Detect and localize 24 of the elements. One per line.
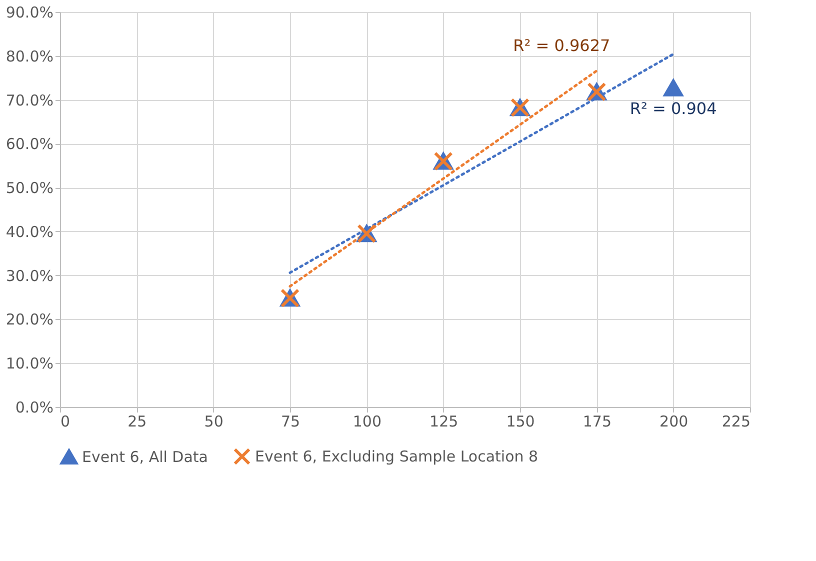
y-tick-label: 90.0% [6, 4, 54, 22]
annotation: R² = 0.9627 [513, 36, 610, 55]
y-tick-label: 10.0% [6, 354, 54, 373]
y-tick-label: 40.0% [6, 222, 54, 241]
x-tick-label: 125 [430, 412, 458, 430]
x-tick-label: 75 [280, 412, 300, 430]
x-tick-label: 225 [722, 412, 750, 430]
x-tick-label: 0 [60, 412, 70, 430]
x-tick-label: 175 [582, 412, 612, 430]
y-tick-label: 20.0% [6, 310, 54, 329]
annotation: R² = 0.904 [630, 99, 717, 118]
y-tick-label: 70.0% [6, 91, 54, 110]
x-tick-label: 50 [204, 412, 224, 430]
x-tick-label: 25 [128, 412, 147, 430]
x-tick-label: 200 [660, 412, 688, 430]
x-tick-label: 100 [352, 412, 382, 430]
y-tick-label: 30.0% [6, 266, 54, 285]
legend-label: Event 6, Excluding Sample Location 8 [255, 447, 538, 466]
y-tick-label: 80.0% [6, 47, 54, 66]
y-tick-label: 50.0% [6, 179, 54, 198]
y-tick-label: 0.0% [15, 398, 54, 416]
y-tick-label: 60.0% [6, 135, 54, 154]
legend-label: Event 6, All Data [82, 448, 208, 466]
x-tick-label: 150 [506, 412, 535, 430]
